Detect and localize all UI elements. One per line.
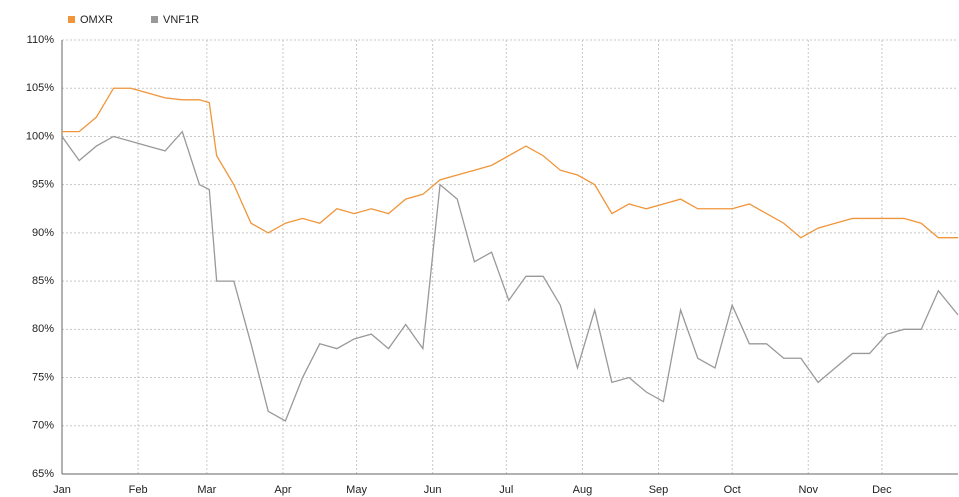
x-tick-label: Oct [724, 484, 741, 496]
line-series [61, 130, 959, 422]
y-tick-label: 85% [32, 275, 54, 287]
x-tick-label: Aug [573, 484, 593, 496]
legend-label: VNF1R [163, 14, 199, 26]
y-tick-label: 80% [32, 323, 54, 335]
y-tick-label: 110% [27, 34, 55, 46]
y-tick-label: 100% [26, 130, 54, 142]
x-tick-label: Sep [649, 484, 669, 496]
y-tick-label: 90% [32, 227, 54, 239]
legend-swatch [68, 16, 75, 23]
x-tick-label: Mar [197, 484, 216, 496]
legend-label: OMXR [80, 14, 113, 26]
y-tick-label: 95% [32, 179, 54, 191]
y-tick-label: 70% [32, 420, 54, 432]
x-tick-label: Jun [424, 484, 442, 496]
x-tick-label: Feb [129, 484, 148, 496]
x-tick-label: Nov [798, 484, 818, 496]
y-tick-label: 75% [32, 371, 54, 383]
x-tick-label: May [346, 484, 367, 496]
legend-swatch [151, 16, 158, 23]
line-series [62, 87, 958, 239]
x-tick-label: Apr [274, 484, 291, 496]
y-tick-label: 65% [32, 468, 54, 480]
y-tick-label: 105% [26, 82, 54, 94]
x-tick-label: Dec [872, 484, 892, 496]
x-tick-label: Jan [53, 484, 71, 496]
x-tick-label: Jul [499, 484, 513, 496]
